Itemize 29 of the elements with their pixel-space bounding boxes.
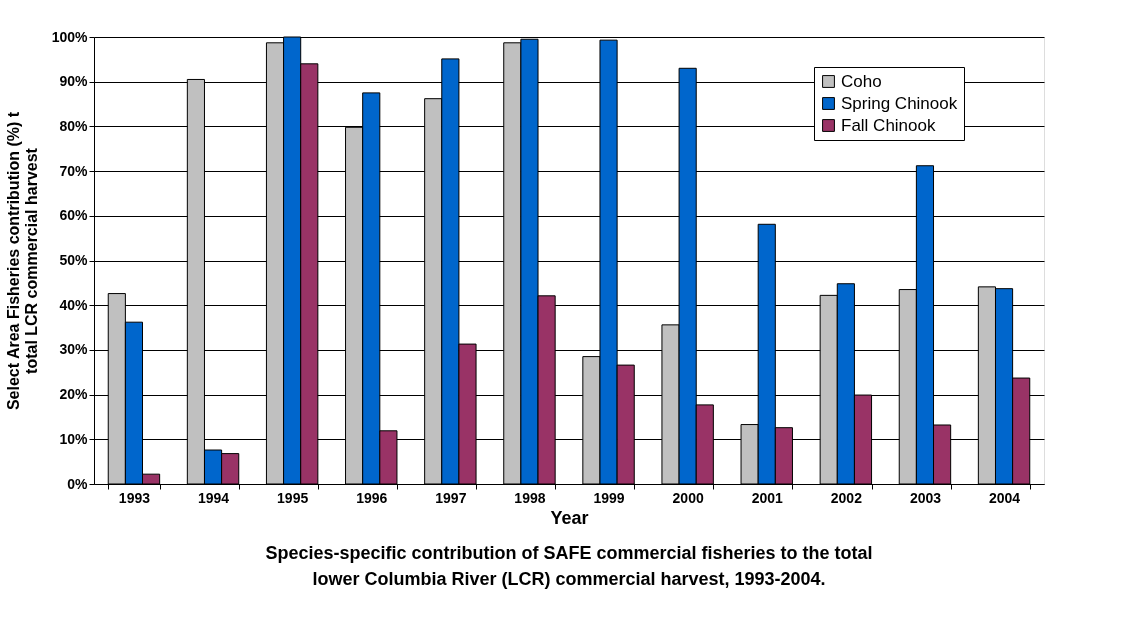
x-tick-label: 2002 <box>830 489 863 506</box>
x-tick-label: 1993 <box>118 489 151 506</box>
x-axis-title: Year <box>550 507 589 528</box>
y-tick-label: 10% <box>59 430 89 447</box>
y-tick-label: 90% <box>59 73 89 90</box>
legend-label: Spring Chinook <box>841 93 958 113</box>
y-tick-label: 50% <box>59 252 89 268</box>
x-tick-label: 1998 <box>514 489 546 506</box>
x-tick-label: 2001 <box>751 489 784 506</box>
x-tick-label: 2004 <box>988 489 1021 506</box>
y-tick-label: 100% <box>51 28 89 45</box>
legend-label: Coho <box>841 71 882 91</box>
y-axis-title: Select Area Fisheries contribution (%) t total LCR commercial harvest <box>4 111 40 411</box>
y-tick-label: 20% <box>59 386 89 403</box>
x-tick-label: 1999 <box>593 489 625 506</box>
x-tick-label: 1995 <box>277 489 309 506</box>
x-tick-label: 1994 <box>197 489 230 506</box>
y-tick-label: 80% <box>59 117 89 134</box>
y-tick-label: 30% <box>59 341 89 358</box>
y-tick-label: 0% <box>67 475 89 492</box>
x-tick-label: 1997 <box>435 489 467 506</box>
x-tick-label: 1996 <box>356 489 388 506</box>
x-tick-label: 2003 <box>909 489 942 506</box>
y-tick-label: 70% <box>59 162 89 179</box>
text: Species-specific contribution of SAFE commercial fisheries to the total lower Columbia River (LCR) commercial harvest, 1993-2004. <box>265 543 873 589</box>
y-tick-label: 40% <box>59 296 89 313</box>
x-tick-label: 2000 <box>672 489 704 506</box>
y-tick-label: 60% <box>59 207 89 224</box>
legend-label: Fall Chinook <box>841 115 936 135</box>
